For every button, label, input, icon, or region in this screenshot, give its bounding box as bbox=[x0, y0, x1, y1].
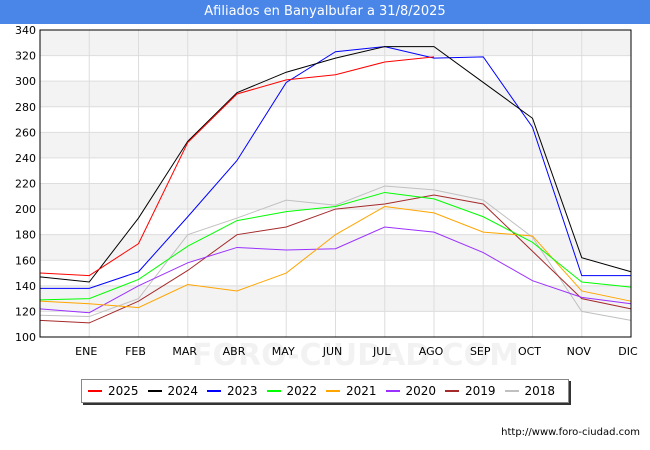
y-tick-label: 100 bbox=[15, 331, 36, 344]
legend-swatch bbox=[207, 390, 221, 392]
legend-item-2025: 2025 bbox=[88, 380, 139, 402]
x-tick-label: ABR bbox=[223, 345, 246, 358]
legend-label: 2021 bbox=[346, 384, 377, 398]
legend-swatch bbox=[88, 390, 102, 392]
y-tick-label: 220 bbox=[15, 178, 36, 191]
series-line-2022 bbox=[39, 191, 632, 301]
legend-item-2019: 2019 bbox=[445, 380, 496, 402]
y-tick-label: 300 bbox=[15, 75, 36, 88]
legend-label: 2018 bbox=[524, 384, 556, 398]
y-tick-label: 120 bbox=[15, 305, 36, 318]
x-tick-label: JUL bbox=[372, 345, 391, 358]
x-tick-label: AGO bbox=[419, 345, 444, 358]
x-tick-label: MAY bbox=[272, 345, 295, 358]
legend: 2025 2024 2023 2022 2021 2020 2019 2018 bbox=[81, 379, 569, 403]
legend-swatch bbox=[445, 390, 459, 392]
y-tick-label: 160 bbox=[15, 254, 36, 267]
x-tick-label: OCT bbox=[518, 345, 541, 358]
y-tick-label: 260 bbox=[15, 126, 36, 139]
legend-item-2021: 2021 bbox=[326, 380, 377, 402]
y-tick-label: 180 bbox=[15, 229, 36, 242]
legend-item-2022: 2022 bbox=[266, 380, 318, 402]
x-tick-label: FEB bbox=[125, 345, 146, 358]
title-bar bbox=[0, 0, 650, 24]
legend-label: 2019 bbox=[465, 384, 496, 398]
series-line-2020 bbox=[39, 226, 632, 314]
series-line-2024 bbox=[39, 46, 632, 283]
series-line-2018 bbox=[39, 185, 632, 321]
legend-label: 2023 bbox=[227, 384, 258, 398]
y-tick-label: 320 bbox=[15, 50, 36, 63]
watermark-text: FORO-CIUDAD.COM bbox=[192, 338, 519, 373]
legend-item-2018: 2018 bbox=[504, 380, 556, 402]
legend-swatch bbox=[266, 390, 281, 392]
chart-title: Afiliados en Banyalbufar a 31/8/2025 bbox=[204, 4, 446, 19]
y-tick-label: 240 bbox=[15, 152, 36, 165]
x-tick-label: ENE bbox=[75, 345, 97, 358]
legend-swatch bbox=[504, 390, 519, 392]
legend-swatch bbox=[147, 390, 162, 392]
y-tick-label: 340 bbox=[15, 24, 36, 37]
legend-swatch bbox=[326, 390, 340, 392]
x-tick-label: JUN bbox=[322, 345, 343, 358]
series-line-2019 bbox=[39, 194, 632, 324]
series-line-2021 bbox=[39, 206, 632, 309]
legend-label: 2025 bbox=[108, 384, 139, 398]
series-line-2023 bbox=[40, 46, 631, 289]
legend-label: 2024 bbox=[167, 384, 199, 398]
plot-frame bbox=[39, 29, 632, 338]
legend-label: 2020 bbox=[405, 384, 437, 398]
legend-label: 2022 bbox=[286, 384, 318, 398]
legend-item-2023: 2023 bbox=[207, 380, 258, 402]
legend-swatch bbox=[385, 390, 400, 392]
x-tick-label: MAR bbox=[172, 345, 197, 358]
x-tick-label: DIC bbox=[618, 345, 638, 358]
series-line-2025 bbox=[39, 56, 435, 277]
y-tick-label: 140 bbox=[15, 280, 36, 293]
y-tick-label: 280 bbox=[15, 101, 36, 114]
y-tick-label: 200 bbox=[15, 203, 36, 216]
legend-item-2020: 2020 bbox=[385, 380, 437, 402]
source-credit: http://www.foro-ciudad.com bbox=[501, 427, 640, 438]
x-tick-label: SEP bbox=[470, 345, 491, 358]
x-tick-label: NOV bbox=[567, 345, 592, 358]
legend-item-2024: 2024 bbox=[147, 380, 199, 402]
